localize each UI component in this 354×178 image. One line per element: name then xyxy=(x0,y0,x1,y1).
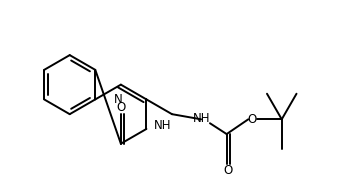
Text: NH: NH xyxy=(193,112,211,125)
Text: O: O xyxy=(116,101,125,114)
Text: O: O xyxy=(247,113,257,126)
Text: N: N xyxy=(114,93,122,106)
Text: O: O xyxy=(223,164,232,177)
Text: NH: NH xyxy=(154,119,172,132)
